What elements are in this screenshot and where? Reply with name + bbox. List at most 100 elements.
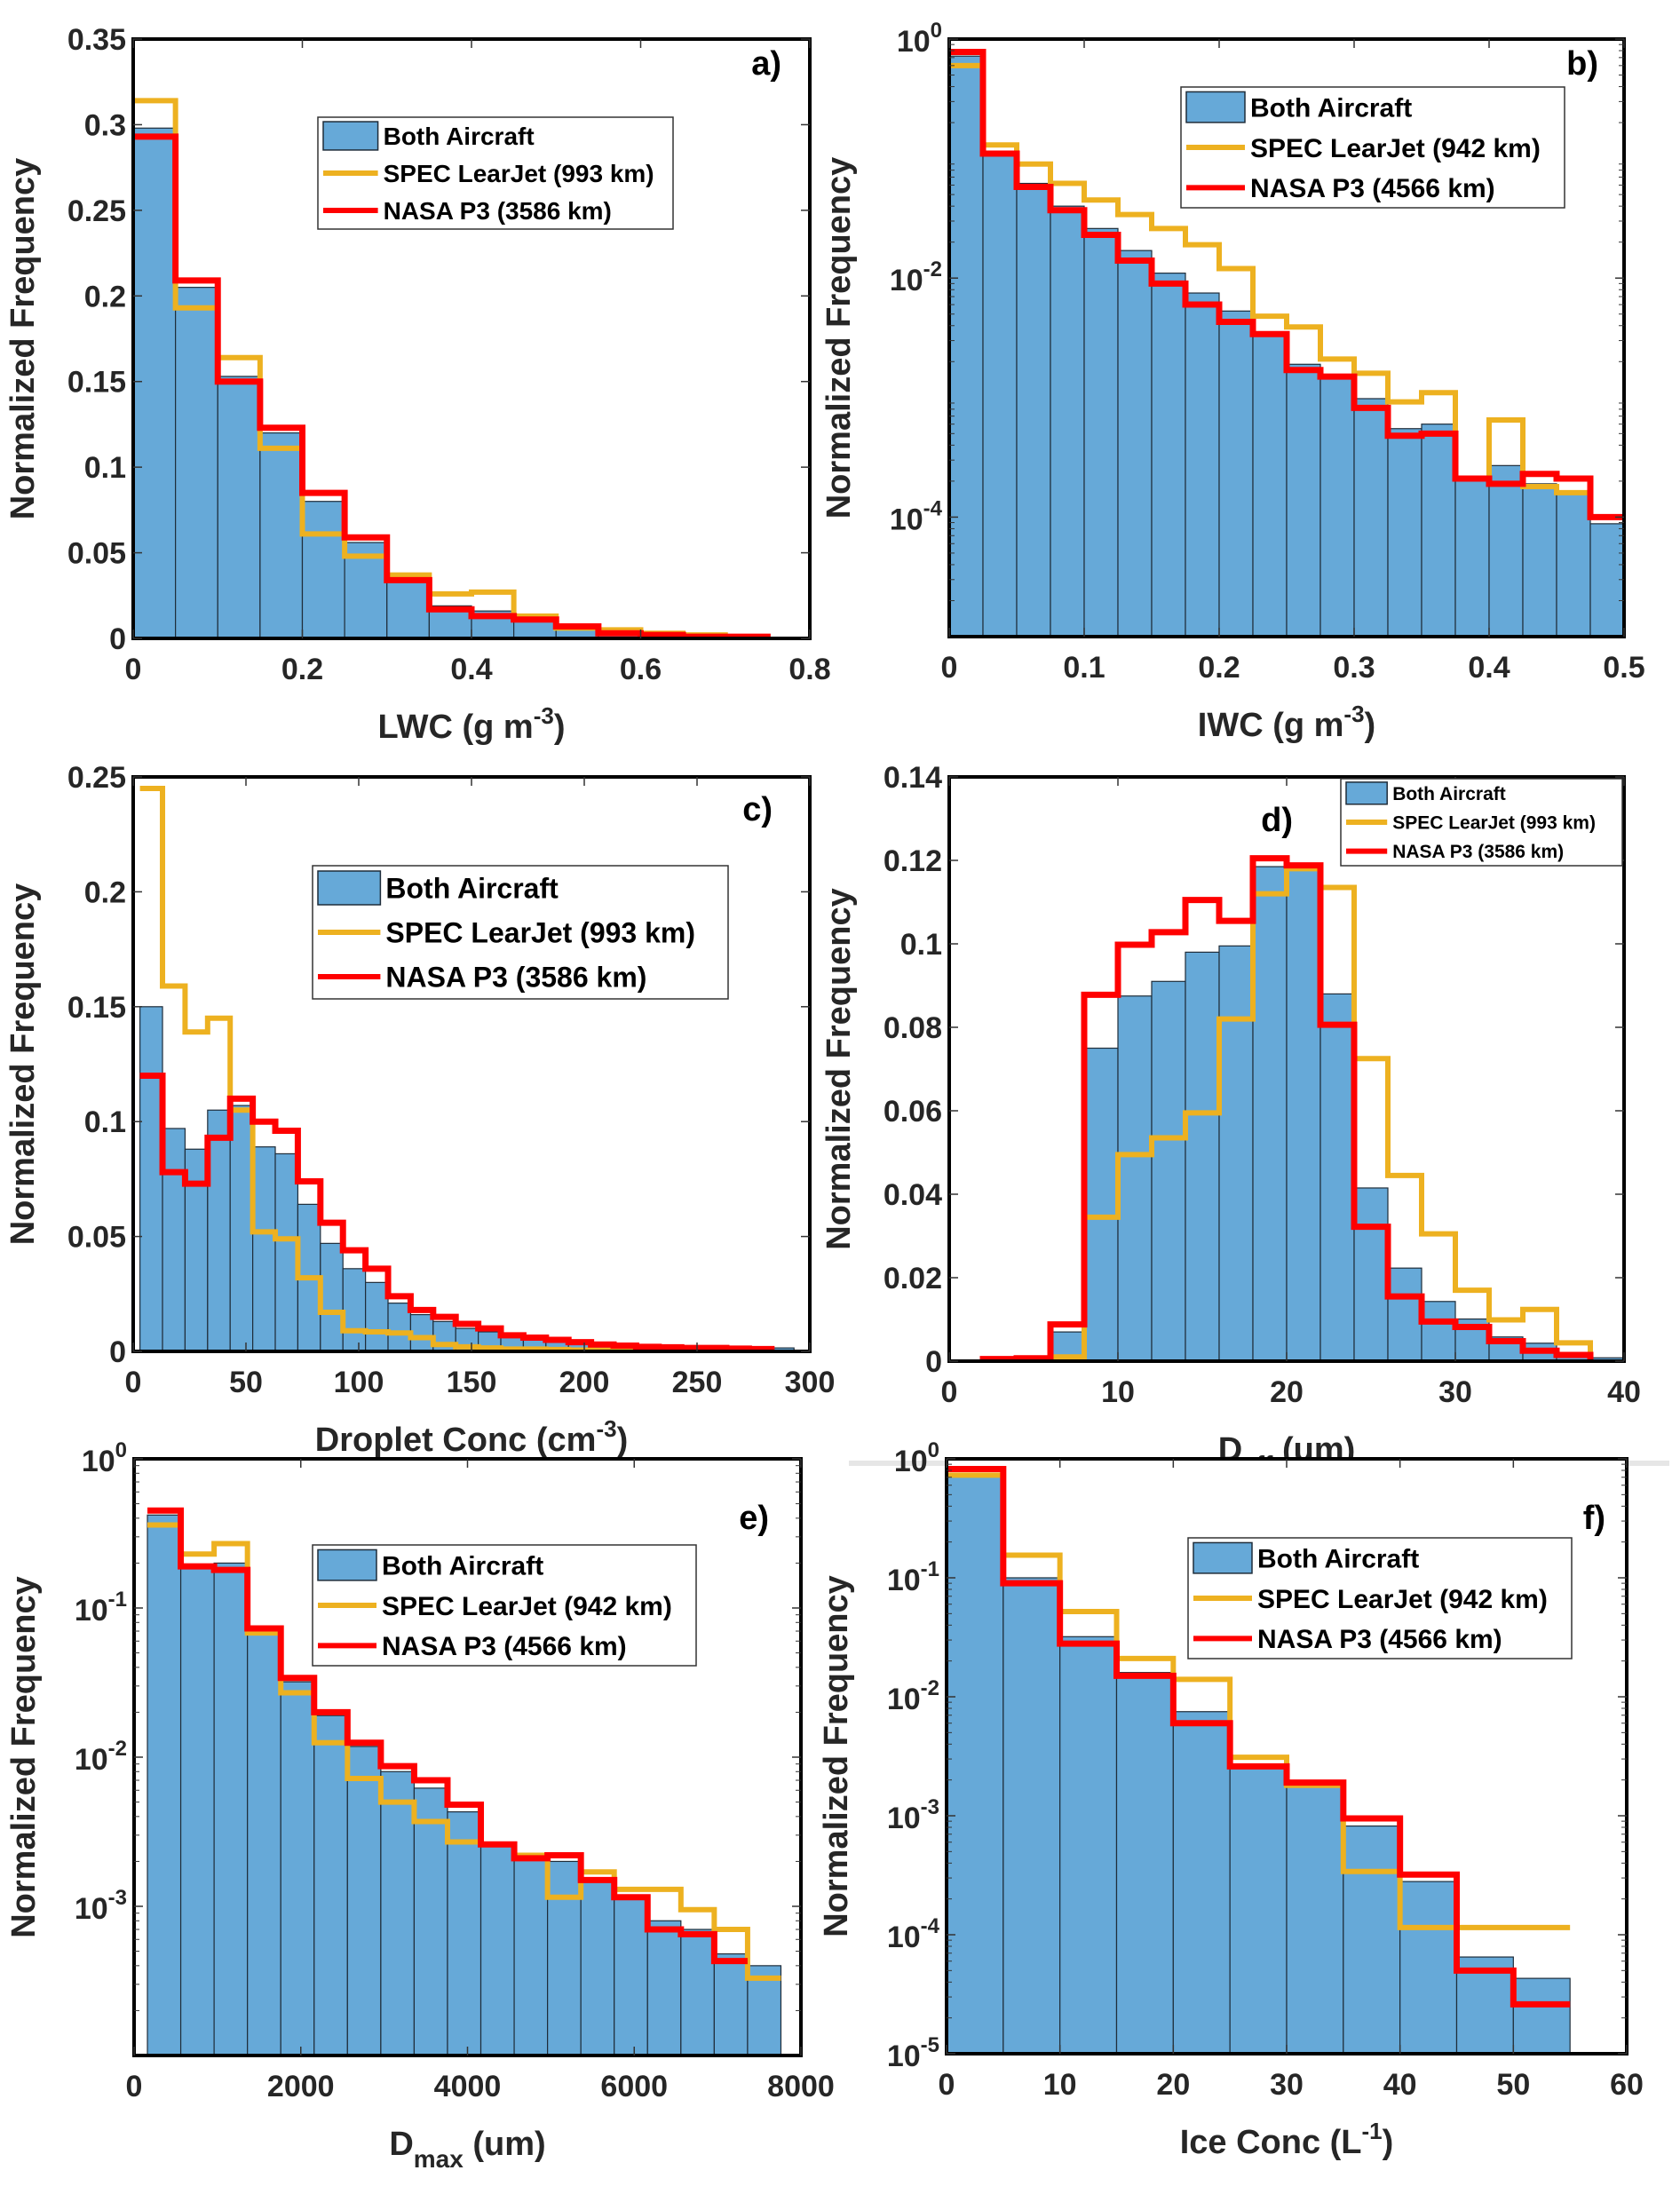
legend-entry-label: NASA P3 (4566 km) xyxy=(1257,1625,1502,1654)
histogram-bar xyxy=(213,1562,249,2055)
y-tick-label: 0.04 xyxy=(884,1178,942,1212)
histogram-bar xyxy=(320,1242,344,1351)
x-axis-label-tail: ) xyxy=(1365,707,1376,744)
panel-f: 0 10 20 30 40 50 6010-510-410-310-210-1100Norm… xyxy=(818,1438,1644,2161)
y-tick-base: 10 xyxy=(887,1683,921,1716)
y-tick-label: 100 xyxy=(894,1438,939,1478)
x-axis-label-tail: ) xyxy=(617,1422,629,1459)
histogram-bar xyxy=(513,1857,549,2055)
histogram-bar xyxy=(1353,1187,1389,1361)
x-tick-label: 20 xyxy=(1156,2068,1190,2102)
histogram-bar xyxy=(179,1565,215,2055)
p3-step-line xyxy=(979,855,1594,1361)
histogram-bar xyxy=(1252,866,1288,1361)
x-axis-label-main: IWC (g m xyxy=(1198,707,1344,744)
legend-entry-label: SPEC LearJet (942 km) xyxy=(1250,134,1541,163)
histogram-bar xyxy=(1343,1825,1401,2054)
y-tick-label: 10-1 xyxy=(887,1557,939,1597)
panel-c: 0 50 100 150 200 250 300 0 0.05 0.1 0.15 0.2 0.25 Nor… xyxy=(4,761,835,1459)
legend-entry-label: NASA P3 (4566 km) xyxy=(382,1632,627,1661)
histogram-bar xyxy=(229,1105,254,1351)
y-tick-label: 0.2 xyxy=(84,875,126,909)
y-tick-base: 10 xyxy=(887,1564,921,1597)
x-tick-label: 40 xyxy=(1607,1375,1641,1409)
histogram-bar xyxy=(301,501,345,638)
y-tick-label: 10-5 xyxy=(887,2033,939,2073)
y-tick-label: 0.1 xyxy=(900,928,942,962)
panel-e: 0 2000 4000 6000 800010-310-210-1100Normaliz… xyxy=(5,1438,835,2173)
y-tick-base: 10 xyxy=(75,1743,108,1777)
legend: Both Aircraft SPEC LearJet (993 km) NASA P… xyxy=(317,116,674,230)
x-tick-label: 0.5 xyxy=(1603,651,1644,685)
legend-entry-label: SPEC LearJet (942 km) xyxy=(382,1592,672,1621)
y-tick-label: 0.08 xyxy=(884,1011,942,1045)
histogram-bar xyxy=(1117,250,1153,637)
x-tick-label: 0 xyxy=(125,1366,142,1399)
y-tick-label: 0.1 xyxy=(84,451,126,485)
histogram-bar xyxy=(342,1268,367,1351)
y-axis-label: Normalized Frequency xyxy=(820,157,858,519)
legend: Both Aircraft SPEC LearJet (993 km) NASA P… xyxy=(1340,778,1623,867)
histogram-bar xyxy=(147,1514,182,2055)
axes-box xyxy=(947,37,1626,638)
x-axis-label-subscript: max xyxy=(414,2145,464,2173)
x-axis-label-tail: ) xyxy=(554,709,566,746)
x-tick-label: 0.2 xyxy=(1198,651,1240,685)
legend-swatch-both-aircraft xyxy=(1185,91,1246,123)
legend: Both Aircraft SPEC LearJet (942 km) NASA P… xyxy=(1180,86,1565,209)
x-axis-label: Ice Conc (L-1) xyxy=(1180,2118,1394,2161)
legend-swatch-both-aircraft xyxy=(322,121,379,151)
y-tick-label: 0.12 xyxy=(884,844,942,878)
y-tick-label: 0.02 xyxy=(884,1262,942,1295)
p3-step-line xyxy=(139,1072,775,1351)
histogram-bar xyxy=(259,432,304,638)
histogram-bar xyxy=(274,1152,299,1351)
x-tick-label: 250 xyxy=(672,1366,723,1399)
y-tick-exponent: -4 xyxy=(921,1914,940,1938)
x-tick-label: 0 xyxy=(126,2070,143,2103)
y-tick-base: 10 xyxy=(82,1445,115,1478)
y-tick-base: 10 xyxy=(887,1921,921,1954)
y-tick-label: 10-2 xyxy=(75,1737,127,1777)
x-tick-label: 300 xyxy=(785,1366,836,1399)
legend: Both Aircraft SPEC LearJet (942 km) NASA P… xyxy=(1187,1537,1573,1659)
histogram-bar xyxy=(713,1952,749,2055)
y-tick-label: 100 xyxy=(82,1438,127,1478)
histogram-bar xyxy=(1488,464,1524,637)
histogram-bar xyxy=(1556,492,1591,637)
p3-step-line xyxy=(147,1507,748,1965)
y-axis-label: Normalized Frequency xyxy=(5,1576,43,1938)
histogram-bar xyxy=(1002,1577,1061,2054)
y-tick-base: 10 xyxy=(887,1802,921,1835)
histogram-bar xyxy=(184,1148,209,1351)
y-tick-exponent: 0 xyxy=(928,1438,939,1462)
x-tick-label: 20 xyxy=(1270,1375,1304,1409)
histogram-bar xyxy=(1421,1301,1456,1361)
histogram-bar xyxy=(1218,945,1254,1361)
y-tick-label: 0 xyxy=(925,1345,942,1379)
y-tick-exponent: -4 xyxy=(923,496,943,520)
panel-d: 0 10 20 30 4000.020.040.060.080.10.120.14Nor… xyxy=(820,761,1641,1478)
histogram-bar xyxy=(1016,182,1051,637)
x-axis-label-tail: ) xyxy=(1383,2124,1394,2161)
histogram-bar xyxy=(207,1109,231,1351)
plot-content xyxy=(949,49,1624,637)
histogram-bar xyxy=(1399,1881,1458,2054)
plot-content xyxy=(133,98,771,638)
y-axis-label: Normalized Frequency xyxy=(4,158,42,520)
legend-entry-label: Both Aircraft xyxy=(1250,93,1412,123)
histogram-bar xyxy=(1117,995,1153,1361)
y-tick-base: 10 xyxy=(897,25,931,59)
y-axis-label: Normalized Frequency xyxy=(818,1575,855,1937)
legend-entry-label: Both Aircraft xyxy=(1257,1544,1419,1573)
p3-step-line xyxy=(133,133,771,638)
legend-entry-label: SPEC LearJet (993 km) xyxy=(385,917,695,949)
y-tick-label: 10-3 xyxy=(887,1795,939,1835)
legend-entry-label: Both Aircraft xyxy=(384,123,535,150)
legend-swatch-both-aircraft xyxy=(317,870,382,906)
histogram-bar xyxy=(133,127,177,638)
y-tick-base: 10 xyxy=(75,1892,108,1926)
y-tick-label: 0.2 xyxy=(84,280,126,313)
